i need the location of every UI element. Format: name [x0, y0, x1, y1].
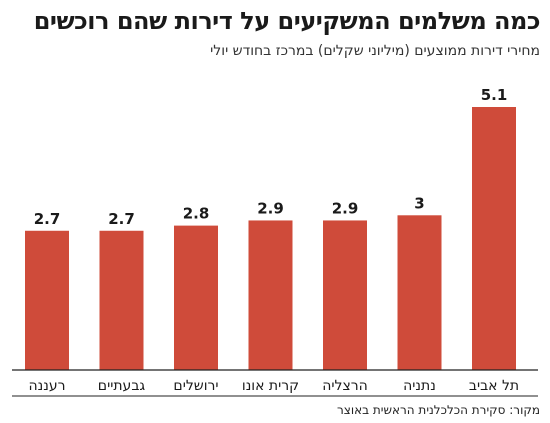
source-note: מקור: סקירת הכלכלנית הראשית באוצר	[336, 403, 540, 417]
category-label: גבעתיים	[98, 378, 146, 394]
category-label: ירושלים	[173, 378, 218, 394]
bar	[25, 230, 69, 370]
data-label: 2.7	[108, 210, 135, 228]
data-label: 2.9	[332, 199, 359, 217]
data-label: 2.9	[257, 199, 284, 217]
data-label: 5.1	[481, 86, 508, 104]
data-label: 2.7	[34, 210, 61, 228]
data-label: 2.8	[183, 205, 210, 223]
bar	[323, 220, 367, 370]
bar	[174, 225, 218, 370]
bar	[472, 107, 516, 370]
bar	[397, 215, 442, 370]
category-label: הרצליה	[322, 378, 368, 394]
category-label: רעננה	[28, 378, 65, 394]
bar	[248, 220, 293, 370]
category-label: תל אביב	[469, 378, 519, 394]
bar	[99, 230, 144, 370]
data-label: 3	[414, 194, 424, 212]
chart-title: כמה משלמים המשקיעים על דירות שהם רוכשים	[33, 7, 541, 35]
chart-subtitle: מחירי דירות ממוצעים (מיליוני שקלים) במרכ…	[210, 43, 540, 59]
category-label: קרית אונו	[242, 378, 299, 394]
category-label: נתניה	[403, 378, 436, 394]
